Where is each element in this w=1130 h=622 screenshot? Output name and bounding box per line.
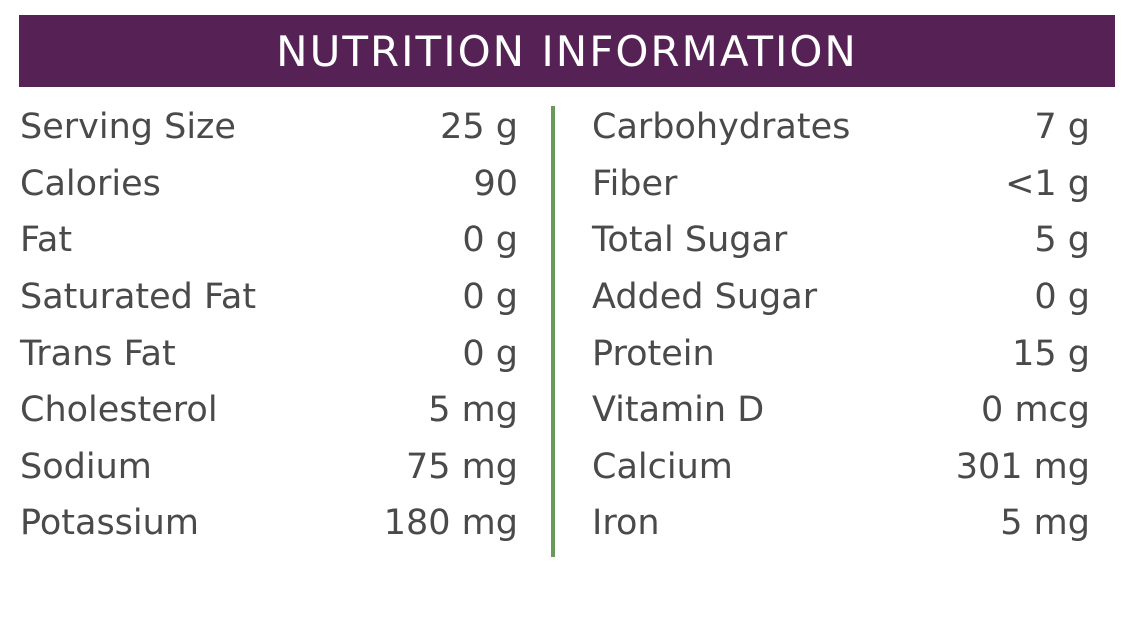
nutrient-label: Calories [20,163,161,204]
nutrient-row: Calcium 301 mg [592,439,1090,496]
nutrient-label: Cholesterol [20,390,218,431]
nutrient-label: Trans Fat [20,333,176,374]
nutrient-label: Carbohydrates [592,107,851,148]
nutrient-row: Protein 15 g [592,325,1090,382]
nutrient-value: 0 mcg [981,390,1090,431]
nutrient-row: Carbohydrates 7 g [592,99,1090,156]
nutrient-row: Saturated Fat 0 g [20,269,518,326]
nutrient-value: 180 mg [383,503,518,544]
nutrient-row: Serving Size 25 g [20,99,518,156]
nutrient-label: Added Sugar [592,277,818,318]
nutrition-header: NUTRITION INFORMATION [19,15,1115,87]
nutrient-value: 7 g [1034,107,1090,148]
nutrient-label: Total Sugar [592,220,788,261]
nutrient-value: 90 [473,163,518,204]
nutrient-label: Protein [592,333,715,374]
page-title: NUTRITION INFORMATION [276,26,858,76]
nutrient-row: Cholesterol 5 mg [20,382,518,439]
nutrient-row: Trans Fat 0 g [20,325,518,382]
left-column: Serving Size 25 g Calories 90 Fat 0 g Saturate… [20,99,518,552]
nutrient-label: Fat [20,220,73,261]
nutrient-row: Vitamin D 0 mcg [592,382,1090,439]
nutrient-value: 0 g [462,220,518,261]
nutrient-label: Fiber [592,163,678,204]
nutrient-value: 5 g [1034,220,1090,261]
nutrient-value: 25 g [440,107,518,148]
nutrient-label: Calcium [592,446,733,487]
nutrient-value: 15 g [1012,333,1090,374]
nutrient-row: Sodium 75 mg [20,439,518,496]
nutrient-row: Fat 0 g [20,212,518,269]
nutrient-value: <1 g [1005,163,1090,204]
right-column: Carbohydrates 7 g Fiber <1 g Total Sugar 5 g A… [592,99,1090,552]
nutrient-row: Fiber <1 g [592,156,1090,213]
nutrient-row: Iron 5 mg [592,495,1090,552]
nutrient-label: Serving Size [20,107,236,148]
nutrient-value: 75 mg [406,446,518,487]
nutrient-row: Total Sugar 5 g [592,212,1090,269]
nutrient-label: Vitamin D [592,390,765,431]
column-divider [551,106,555,557]
nutrient-label: Potassium [20,503,199,544]
nutrient-value: 301 mg [955,446,1090,487]
nutrient-row: Added Sugar 0 g [592,269,1090,326]
nutrient-row: Calories 90 [20,156,518,213]
nutrient-label: Sodium [20,446,152,487]
nutrient-row: Potassium 180 mg [20,495,518,552]
nutrient-value: 0 g [1034,277,1090,318]
nutrient-label: Iron [592,503,660,544]
nutrient-value: 5 mg [428,390,518,431]
nutrient-value: 0 g [462,277,518,318]
nutrient-value: 0 g [462,333,518,374]
nutrient-label: Saturated Fat [20,277,257,318]
nutrient-value: 5 mg [1000,503,1090,544]
